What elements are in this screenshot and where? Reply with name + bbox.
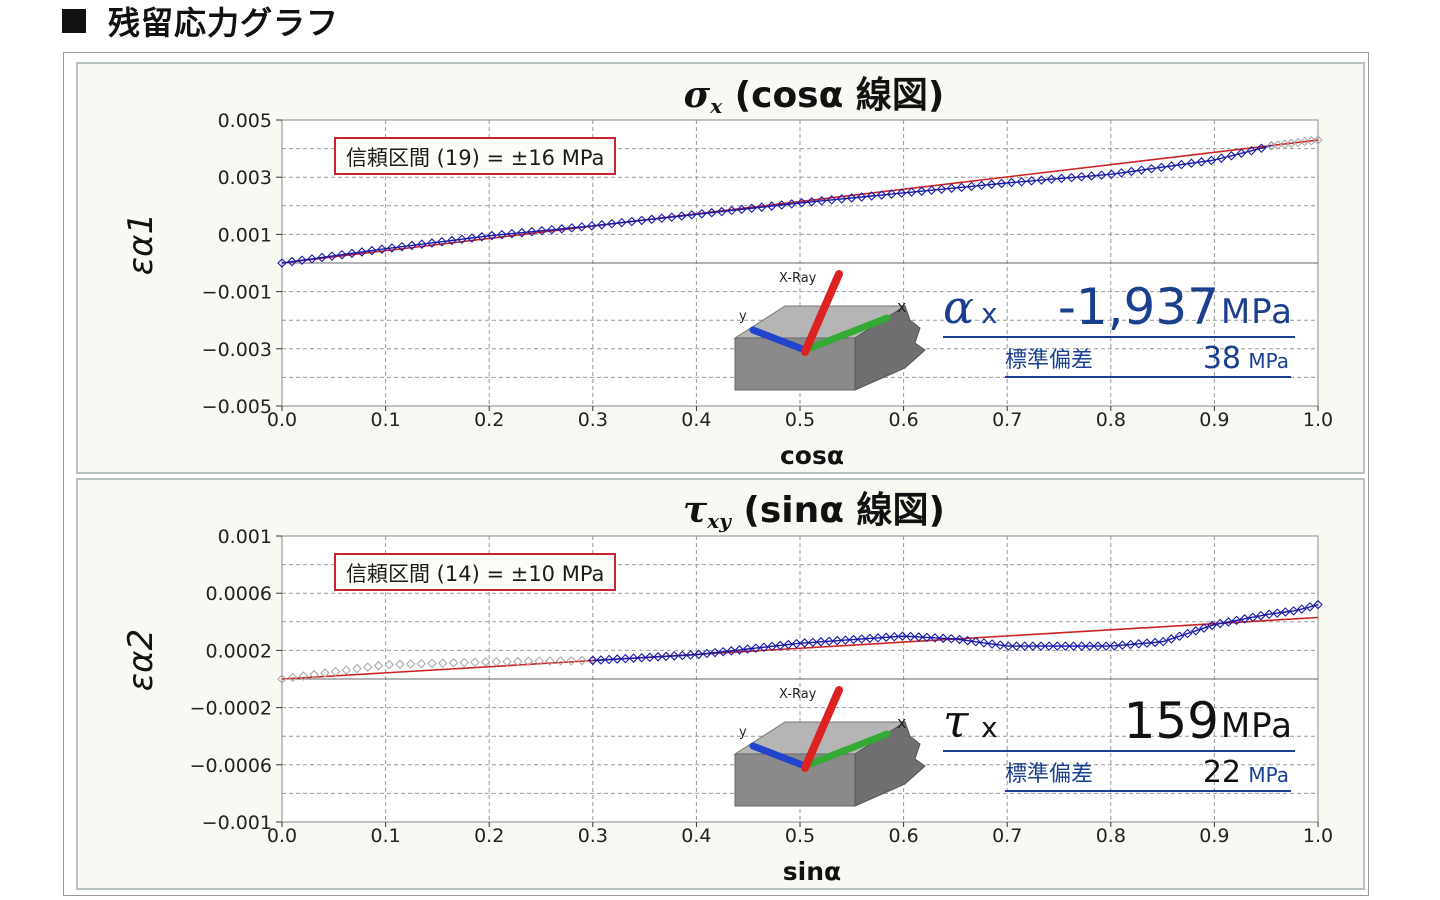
page-title-text: 残留応力グラフ <box>108 4 340 42</box>
chart-panel-sin <box>76 478 1365 890</box>
result-symbol: τ <box>943 694 969 748</box>
result-sigma: α x -1,937 MPa 標準偏差 38 MPa <box>943 278 1297 382</box>
sd-unit: MPa <box>1248 349 1289 373</box>
result-axis: x <box>981 297 998 330</box>
result-main-row: τ x 159 MPa <box>943 692 1295 752</box>
result-unit: MPa <box>1220 292 1293 332</box>
result-sd-row: 標準偏差 38 MPa <box>1005 341 1291 378</box>
chart-panel-cos <box>76 62 1365 474</box>
result-symbol: α <box>943 280 975 334</box>
result-unit: MPa <box>1220 706 1293 746</box>
result-value: 159 <box>1123 692 1219 750</box>
result-tau: τ x 159 MPa 標準偏差 22 MPa <box>943 692 1297 796</box>
sd-label: 標準偏差 <box>1005 348 1094 373</box>
result-sd-row: 標準偏差 22 MPa <box>1005 755 1291 792</box>
sd-label: 標準偏差 <box>1005 762 1094 787</box>
sd-value: 22 <box>1202 755 1241 790</box>
title-square-icon <box>62 9 86 33</box>
sd-value: 38 <box>1202 341 1241 376</box>
confidence-interval-box-2: 信頼区間 (14) = ±10 MPa <box>334 553 617 591</box>
result-axis: x <box>981 711 998 744</box>
sd-unit: MPa <box>1248 763 1289 787</box>
result-main-row: α x -1,937 MPa <box>943 278 1295 338</box>
page-title: 残留応力グラフ <box>62 0 339 42</box>
result-value: -1,937 <box>1057 278 1219 336</box>
confidence-interval-box-1: 信頼区間 (19) = ±16 MPa <box>334 137 617 175</box>
